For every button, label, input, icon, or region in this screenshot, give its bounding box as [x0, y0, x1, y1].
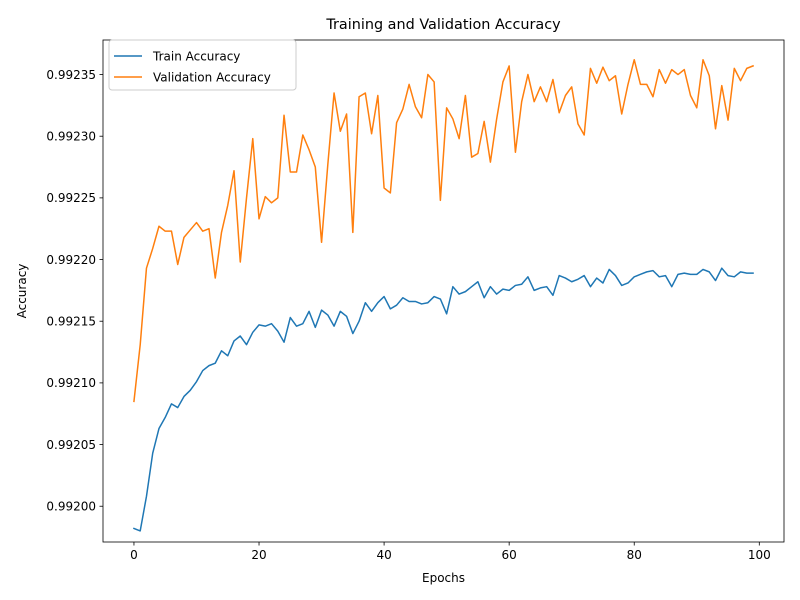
- y-axis: 0.99200 0.99205 0.99210 0.99215 0.99220 0.992…: [46, 68, 103, 514]
- legend-label-train: Train Accuracy: [152, 50, 240, 64]
- legend: Train Accuracy Validation Accuracy: [108, 39, 297, 91]
- y-tick-label: 0.99215: [46, 315, 96, 329]
- plot-frame: [102, 39, 785, 543]
- x-tick-label: 100: [748, 548, 771, 562]
- legend-label-validation: Validation Accuracy: [153, 71, 271, 85]
- legend-box: [108, 39, 297, 91]
- series-line-validation-accuracy: [133, 58, 755, 403]
- y-tick-label: 0.99235: [46, 68, 96, 82]
- y-tick-label: 0.99230: [46, 130, 96, 144]
- x-tick-label: 80: [627, 548, 642, 562]
- series-line-train-accuracy: [132, 267, 754, 532]
- x-tick-label: 60: [502, 548, 517, 562]
- x-axis: 0 20 40 60 80 100: [130, 542, 771, 562]
- x-tick-label: 40: [376, 548, 391, 562]
- y-tick-label: 0.99220: [46, 253, 96, 267]
- x-tick-label: 20: [251, 548, 266, 562]
- x-axis-label: Epochs: [422, 571, 465, 585]
- y-tick-label: 0.99225: [46, 191, 96, 205]
- y-axis-label: Accuracy: [15, 264, 29, 319]
- x-tick-label: 0: [130, 548, 138, 562]
- y-tick-label: 0.99205: [46, 438, 96, 452]
- y-tick-label: 0.99200: [46, 500, 96, 514]
- plot-area: [102, 39, 785, 543]
- y-tick-label: 0.99210: [46, 376, 96, 390]
- chart-title: Training and Validation Accuracy: [325, 17, 561, 33]
